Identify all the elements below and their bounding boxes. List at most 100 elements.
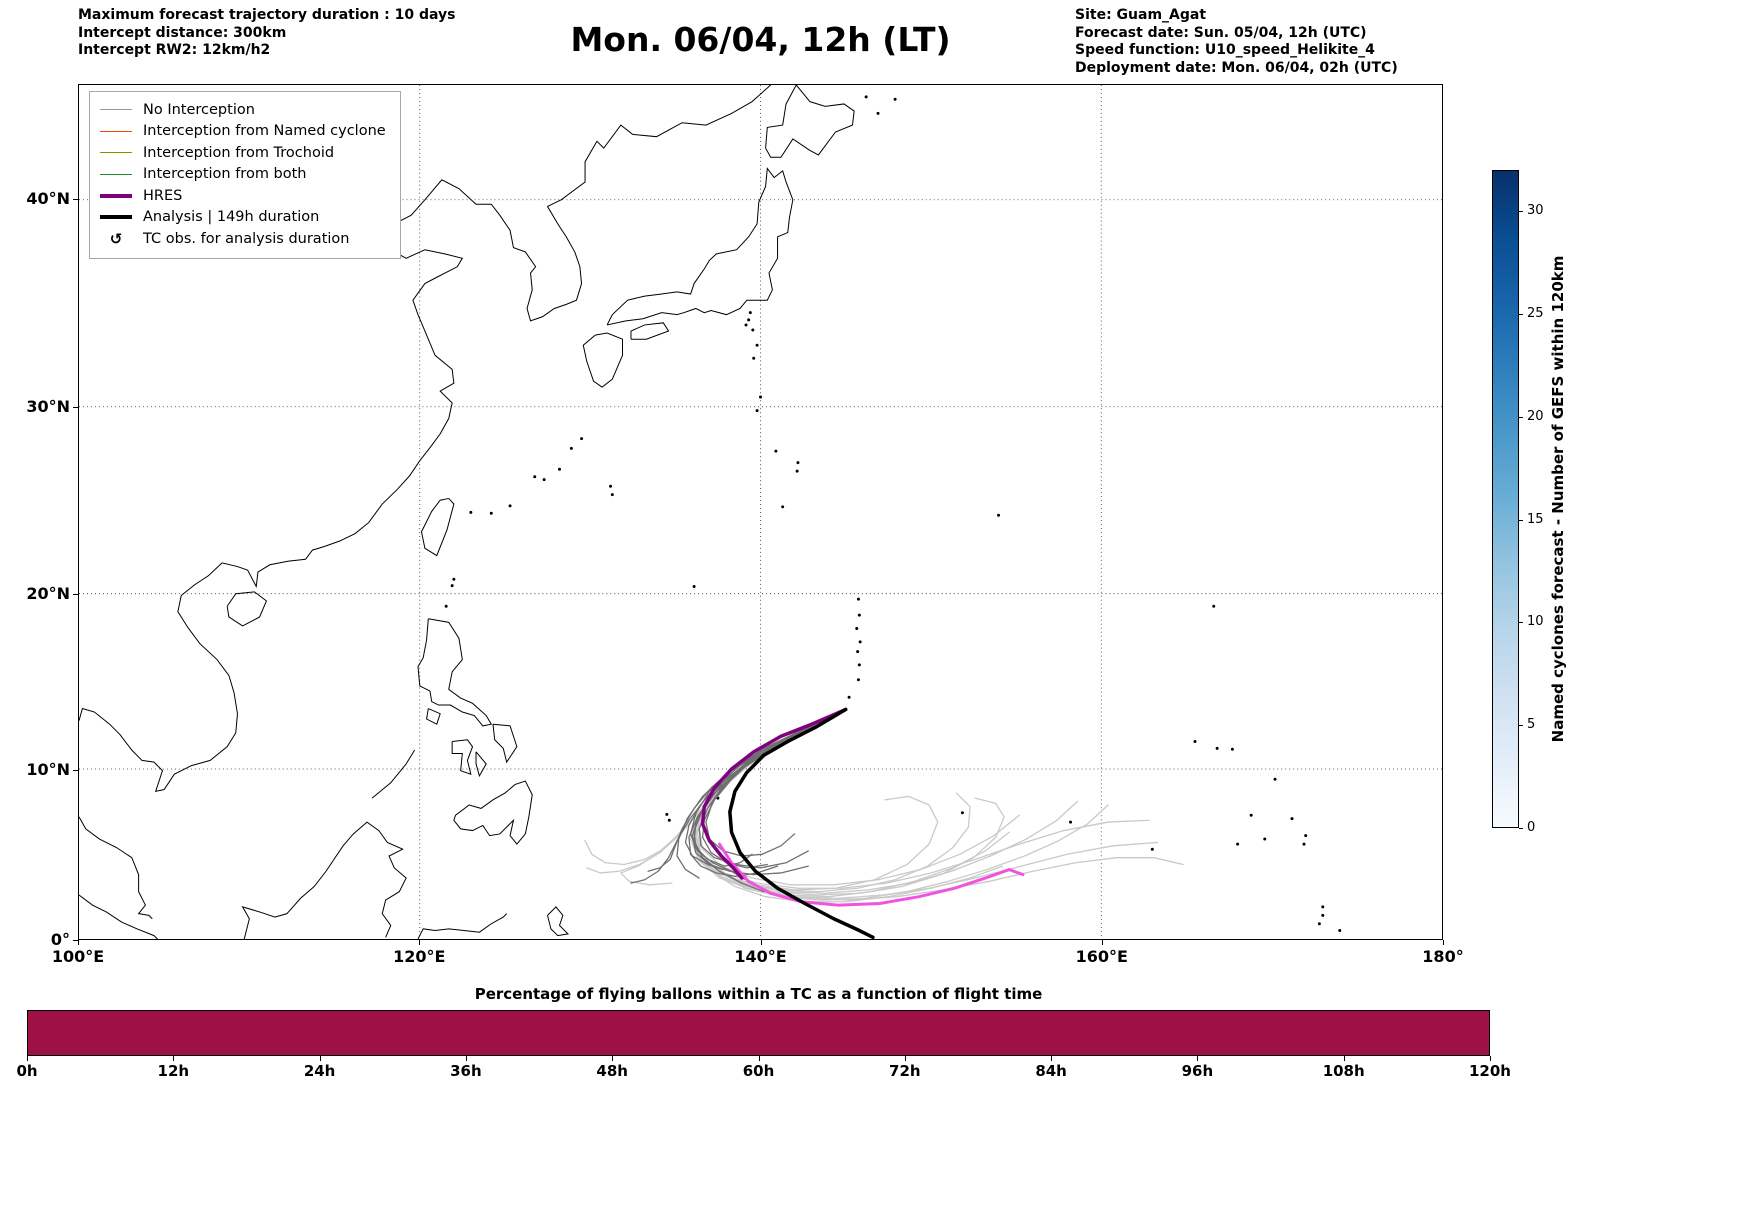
map-canvas [79,85,1442,939]
bottom-tick-mark [1197,1056,1199,1061]
y-tick-mark [73,940,78,941]
island-dot [856,678,860,682]
island-dots [444,95,1342,933]
map-axes: No Interception Interception from Named c… [78,84,1443,940]
y-tick-mark [73,406,78,408]
bottom-tick-label: 24h [303,1062,336,1080]
island-dot [751,328,755,332]
bottom-tick-label: 96h [1181,1062,1214,1080]
gefs-trajectory-no-interception [676,708,847,879]
island-dot [1236,842,1240,846]
island-dot [580,437,584,441]
coastline [417,618,493,727]
bottom-tick-label: 108h [1322,1062,1365,1080]
magenta-trajectory [718,842,1025,907]
bottom-tick-mark [319,1056,321,1061]
legend-line-sample [100,130,132,132]
colorbar-tick-label: 20 [1527,408,1544,424]
legend-line-sample [100,152,132,154]
island-dot [1215,746,1219,750]
map-gridlines [79,85,1442,939]
coastline [79,894,158,939]
bottom-tick-mark [1051,1056,1053,1061]
island-dot [508,504,512,508]
x-tick-mark [78,940,79,945]
island-dot [1273,777,1277,781]
info-line-deployment-date: Deployment date: Mon. 06/04, 02h (UTC) [1075,59,1398,76]
coastline [582,332,624,388]
island-dot [533,475,537,479]
island-dot [893,97,897,101]
colorbar-tick-mark [1519,313,1523,315]
legend-line [100,173,132,175]
colorbar-tick-mark [1519,622,1523,624]
island-dot [667,818,671,822]
island-dot [857,613,861,617]
coastline [371,749,416,799]
y-tick-mark [73,769,78,771]
y-tick-label: 30°N [26,396,70,416]
coastline [547,906,570,937]
coastline [226,591,268,627]
y-tick-label: 0° [50,930,70,949]
legend-line [100,109,132,111]
gefs-trajectory-no-interception [705,708,847,857]
trajectories [584,707,1184,939]
island-dot [856,650,860,654]
x-tick-mark [760,940,762,945]
legend-item: Analysis | 149h duration [100,207,386,229]
island-dot [759,395,762,399]
island-dot [747,318,751,322]
info-line-site: Site: Guam_Agat [1075,7,1207,23]
coastline [420,497,455,557]
legend-item-label: TC obs. for analysis duration [143,230,350,247]
coastline [492,723,518,764]
page-title: Mon. 06/04, 12h (LT) [570,20,951,59]
island-dot [748,311,752,315]
legend-item-label: Interception from Trochoid [143,144,335,161]
coastline [606,167,794,326]
x-tick-label: 160°E [1075,947,1128,966]
colorbar-label: Named cyclones forecast - Number of GEFS… [1549,255,1567,743]
island-dot [1321,913,1325,917]
colorbar-tick-mark [1519,416,1523,418]
bottom-tick-label: 60h [742,1062,775,1080]
bottom-bar [27,1010,1490,1056]
island-dot [1304,834,1308,838]
x-tick-label: 120°E [393,947,446,966]
y-tick-mark [73,593,78,595]
island-dot [997,513,1001,517]
colorbar-tick-label: 0 [1527,820,1536,835]
gefs-trajectory-no-interception [647,708,847,872]
x-tick-label: 100°E [51,947,105,966]
island-dot [665,812,669,816]
info-line-speed-function: Speed function: U10_speed_Helikite_4 [1075,42,1375,58]
legend-line-sample [100,215,132,220]
legend-item: Interception from both [100,164,386,186]
bottom-tick-mark [612,1056,614,1061]
island-dot [781,505,785,509]
bottom-tick-label: 84h [1035,1062,1067,1080]
coastline [426,708,441,725]
tc-obs-icon: ↺ [109,229,123,248]
island-dot [452,577,456,581]
coastline [79,816,153,920]
island-dot [876,111,880,115]
info-line-forecast-date: Forecast date: Sun. 05/04, 12h (UTC) [1075,24,1367,41]
y-tick-label: 20°N [26,583,70,603]
island-dot [755,343,759,347]
island-dot [569,446,573,450]
coastline [241,821,407,939]
bottom-tick-mark [758,1056,760,1061]
legend-line-sample [100,193,132,198]
legend-item-label: Interception from both [143,166,307,183]
island-dot [1317,922,1321,926]
gefs-trajectory-no-interception-light [691,708,1184,901]
island-dot [795,469,799,473]
legend-item: ↺ TC obs. for analysis duration [100,228,386,250]
island-dot [774,449,778,453]
info-line-intercept-distance: Intercept distance: 300km [78,24,287,41]
legend-item-label: Analysis | 149h duration [143,209,320,226]
x-tick-label: 140°E [734,947,787,966]
